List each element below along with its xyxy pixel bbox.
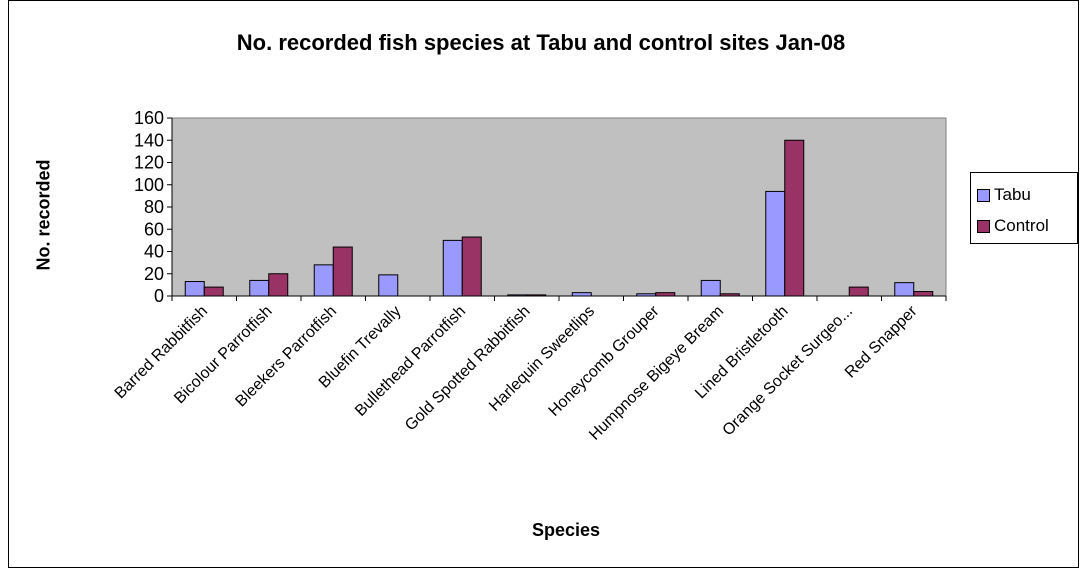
bar-control — [849, 287, 868, 296]
legend: Tabu Control — [970, 172, 1078, 244]
bar-control — [462, 237, 481, 296]
bar-control — [527, 295, 546, 296]
bar-tabu — [250, 280, 269, 296]
x-tick-label: Humpnose Bigeye Bream — [586, 303, 727, 444]
legend-item-tabu: Tabu — [977, 185, 1031, 205]
bar-control — [914, 292, 933, 296]
x-tick-label: Honeycomb Grouper — [546, 302, 664, 420]
y-tick-label: 60 — [144, 219, 164, 239]
x-tick-label: Gold Spotted Rabbitfish — [402, 303, 534, 435]
bar-control — [720, 294, 739, 296]
bar-tabu — [185, 282, 204, 296]
y-tick-label: 20 — [144, 264, 164, 284]
bar-control — [333, 247, 352, 296]
y-tick-label: 80 — [144, 197, 164, 217]
bar-tabu — [443, 240, 462, 296]
bar-tabu — [314, 265, 333, 296]
y-tick-label: 100 — [134, 175, 164, 195]
bar-control — [785, 140, 804, 296]
bar-tabu — [508, 295, 527, 296]
bar-tabu — [572, 293, 591, 296]
bar-control — [656, 293, 675, 296]
y-tick-label: 40 — [144, 242, 164, 262]
bar-tabu — [701, 280, 720, 296]
bar-control — [269, 274, 288, 296]
x-tick-label: Bullethead Parrotfish — [352, 303, 469, 420]
legend-label-tabu: Tabu — [994, 185, 1031, 205]
bar-tabu — [379, 275, 398, 296]
legend-item-control: Control — [977, 216, 1049, 236]
bar-tabu — [637, 294, 656, 296]
legend-label-control: Control — [994, 216, 1049, 236]
bar-tabu — [766, 191, 785, 296]
x-tick-label: Orange Socket Surgeo... — [720, 303, 857, 440]
legend-swatch-control — [977, 220, 990, 233]
y-tick-label: 0 — [154, 286, 164, 306]
legend-swatch-tabu — [977, 189, 990, 202]
bar-tabu — [895, 283, 914, 296]
plot-area — [172, 118, 946, 296]
y-tick-label: 120 — [134, 153, 164, 173]
x-tick-label: Harlequin Sweetlips — [486, 303, 598, 415]
y-tick-label: 140 — [134, 130, 164, 150]
bar-control — [204, 287, 223, 296]
y-tick-label: 160 — [134, 108, 164, 128]
